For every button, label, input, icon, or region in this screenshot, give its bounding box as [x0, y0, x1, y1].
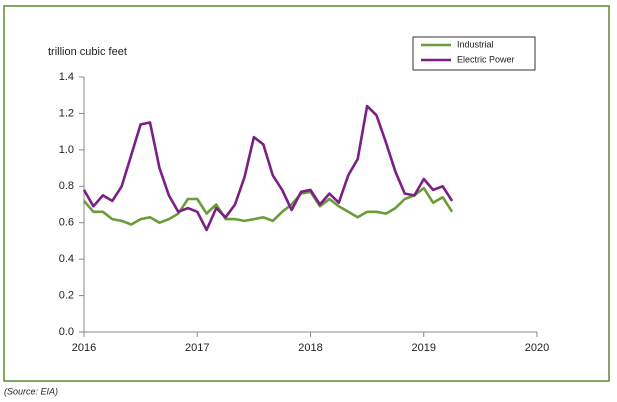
y-tick-label: 0.8: [59, 180, 74, 192]
x-tick-label: 2020: [525, 342, 549, 354]
y-axis-label: trillion cubic feet: [48, 46, 127, 58]
line-series: [82, 104, 454, 232]
y-tick-label: 0.2: [59, 289, 74, 301]
frame: [3, 5, 610, 382]
y-tick-label: 1.2: [59, 107, 74, 119]
line-series: [83, 186, 454, 226]
x-tick-label: 2016: [72, 342, 96, 354]
x-tick-label: 2018: [298, 342, 322, 354]
legend-label: Electric Power: [457, 54, 515, 64]
x-tick-label: 2019: [412, 342, 436, 354]
legend-label: Industrial: [457, 39, 494, 49]
source: (Source: EIA): [4, 386, 58, 396]
y-tick-label: 0.4: [59, 253, 74, 265]
y-tick-label: 0.6: [59, 217, 74, 229]
y-tick-label: 1.4: [59, 71, 74, 83]
y-tick-label: 0.0: [59, 326, 74, 338]
y-tick-label: 1.0: [59, 144, 74, 156]
legend-box: [412, 36, 536, 71]
x-tick-label: 2017: [185, 342, 209, 354]
